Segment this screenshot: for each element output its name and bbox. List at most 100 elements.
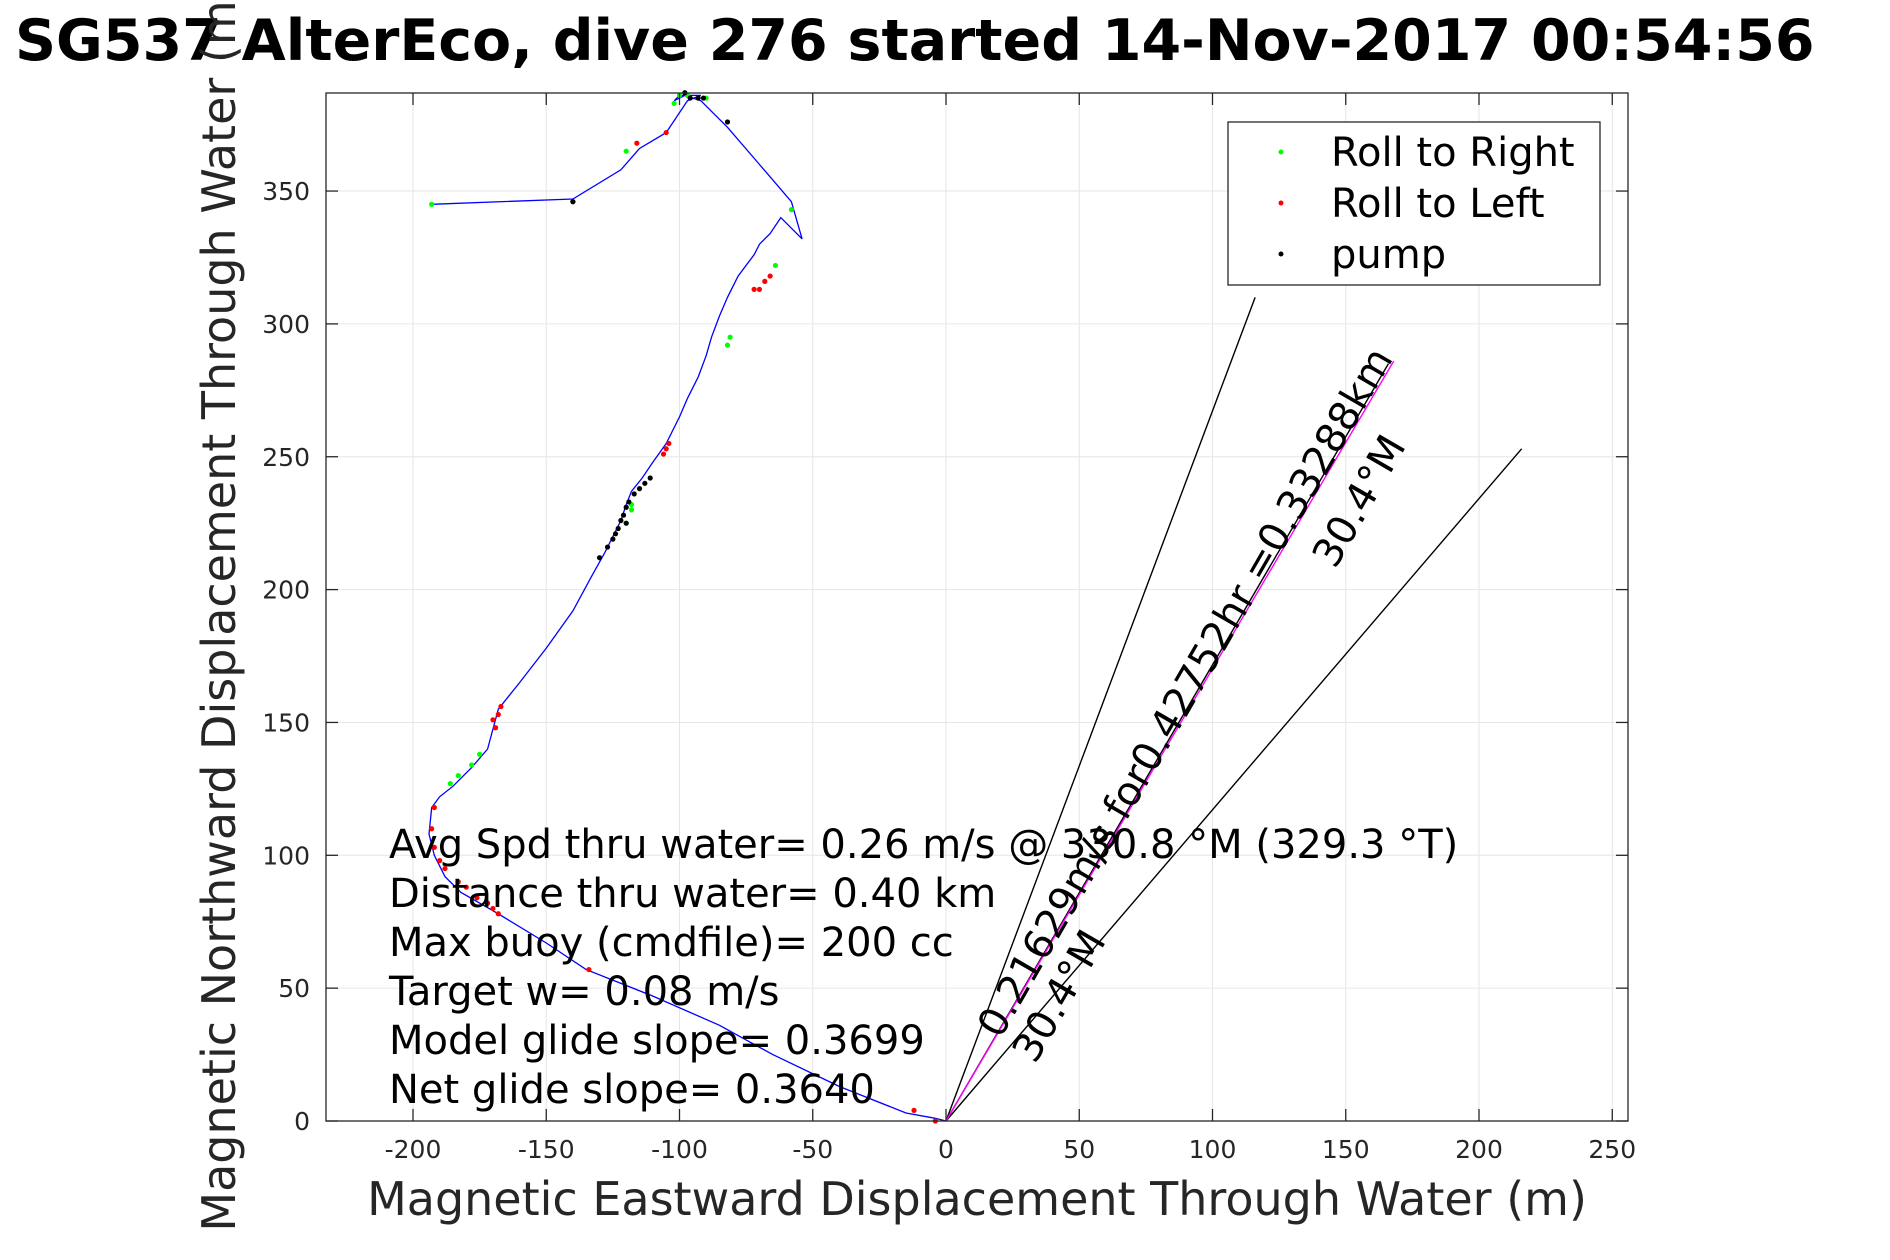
legend-label-roll-left: Roll to Left (1331, 181, 1545, 227)
pump-point (596, 555, 603, 561)
x-tick-label: 200 (1455, 1135, 1503, 1164)
roll-to-right-point (429, 201, 435, 207)
legend-marker-roll-right (1278, 149, 1284, 155)
pump-point (687, 95, 693, 101)
annotation-block: Avg Spd thru water= 0.26 m/s @ 330.8 °M … (388, 822, 1458, 1113)
roll-to-left-point (767, 273, 773, 279)
roll-to-left-point (660, 451, 667, 457)
roll-to-left-point (463, 884, 469, 890)
roll-to-left-point (495, 911, 501, 917)
roll-to-left-point (762, 278, 768, 284)
x-tick-label: 150 (1322, 1135, 1370, 1164)
roll-to-left-point (437, 858, 443, 864)
roll-to-left-point (634, 140, 640, 146)
axis-ticks: -200 -150 -100 -50 0 50 100 150 200 250 0 50 100 150 2… (262, 93, 1636, 1164)
annotation-line: Max buoy (cmdfile)= 200 cc (389, 920, 954, 966)
roll-to-left-point (431, 804, 437, 811)
x-tick-label: -150 (518, 1135, 575, 1164)
pump-point (626, 499, 632, 505)
x-tick-label: 100 (1189, 1135, 1237, 1164)
y-tick-label: 200 (262, 576, 310, 605)
roll-to-right-point (628, 507, 635, 513)
legend-box (1227, 121, 1601, 286)
y-tick-label: 50 (278, 974, 310, 1003)
y-tick-label: 350 (262, 177, 310, 206)
track (428, 94, 947, 1122)
y-tick-label: 250 (262, 443, 310, 472)
pump-point (647, 475, 653, 481)
chart-title: SG537 AlterEco, dive 276 started 14-Nov-… (15, 8, 1815, 74)
pump-point (636, 486, 643, 492)
reference-line-0 (945, 297, 1256, 1122)
pump-point (610, 536, 616, 542)
roll-to-right-point (671, 100, 677, 106)
roll-to-right-point (455, 772, 461, 779)
x-tick-label: 250 (1588, 1135, 1636, 1164)
reference-line-1 (945, 448, 1523, 1122)
roll-to-left-point (666, 440, 672, 447)
legend-label-pump: pump (1331, 232, 1446, 278)
roll-to-left-point (663, 129, 669, 136)
pump-point (618, 517, 624, 524)
annotation-line: Distance thru water= 0.40 km (389, 871, 996, 917)
roll-to-left-point (455, 879, 461, 885)
annotation-line: Model glide slope= 0.3699 (389, 1018, 925, 1064)
pump-point (695, 95, 701, 101)
annotation-line: Net glide slope= 0.3640 (389, 1067, 875, 1113)
roll-to-left-point (431, 844, 437, 850)
pump-point (620, 512, 627, 518)
x-tick-label: -100 (651, 1135, 708, 1164)
legend-marker-pump (1278, 251, 1284, 257)
pump-point (724, 119, 731, 125)
pump-point (642, 480, 648, 486)
x-tick-label: 50 (1063, 1135, 1095, 1164)
plot-frame (325, 92, 1629, 1122)
roll-to-left-point (493, 725, 499, 731)
roll-to-right-point (447, 780, 453, 787)
y-tick-label: 100 (262, 841, 310, 870)
roll-to-left-point (586, 966, 592, 973)
roll-to-right-point (727, 334, 733, 340)
x-tick-label: 0 (938, 1135, 954, 1164)
y-tick-label: 0 (294, 1107, 310, 1136)
roll-to-right-point (772, 262, 779, 269)
roll-to-right-point (623, 148, 629, 154)
y-tick-label: 150 (262, 708, 310, 737)
data-points (429, 90, 938, 1124)
x-axis-label: Magnetic Eastward Displacement Through W… (367, 1172, 1587, 1226)
roll-to-left-point (474, 895, 480, 901)
reference-line-3 (945, 360, 1395, 1122)
y-tick-label: 300 (262, 310, 310, 339)
legend-label-roll-right: Roll to Right (1331, 130, 1575, 176)
roll-to-left-point (911, 1107, 917, 1113)
x-tick-label: -200 (385, 1135, 442, 1164)
roll-to-right-point (469, 762, 475, 768)
roll-to-left-point (490, 905, 496, 912)
roll-to-left-point (756, 286, 763, 292)
roll-to-left-point (490, 717, 496, 723)
pump-point (700, 95, 707, 101)
roll-to-right-point (724, 342, 731, 348)
reference-lines (945, 297, 1523, 1122)
annotation-line: Target w= 0.08 m/s (388, 969, 779, 1015)
roll-to-left-point (498, 703, 504, 710)
track-line (428, 94, 947, 1122)
pump-point (604, 544, 611, 550)
pump-point (623, 520, 629, 526)
legend: Roll to Right Roll to Left pump (1227, 121, 1601, 286)
pump-point (623, 504, 629, 510)
roll-to-left-point (485, 900, 491, 906)
legend-marker-roll-left (1278, 200, 1284, 206)
roll-to-right-point (477, 751, 483, 757)
roll-to-left-point (495, 711, 501, 718)
roll-to-right-point (788, 207, 795, 213)
roll-to-left-point (429, 826, 435, 832)
pump-point (570, 199, 576, 205)
pump-point (631, 491, 637, 497)
x-tick-label: -50 (792, 1135, 833, 1164)
roll-to-left-point (442, 865, 448, 872)
annotation-line: Avg Spd thru water= 0.26 m/s @ 330.8 °M … (389, 822, 1458, 868)
roll-to-left-point (751, 286, 757, 292)
y-axis-label: Magnetic Northward Displacement Through … (192, 0, 246, 1232)
